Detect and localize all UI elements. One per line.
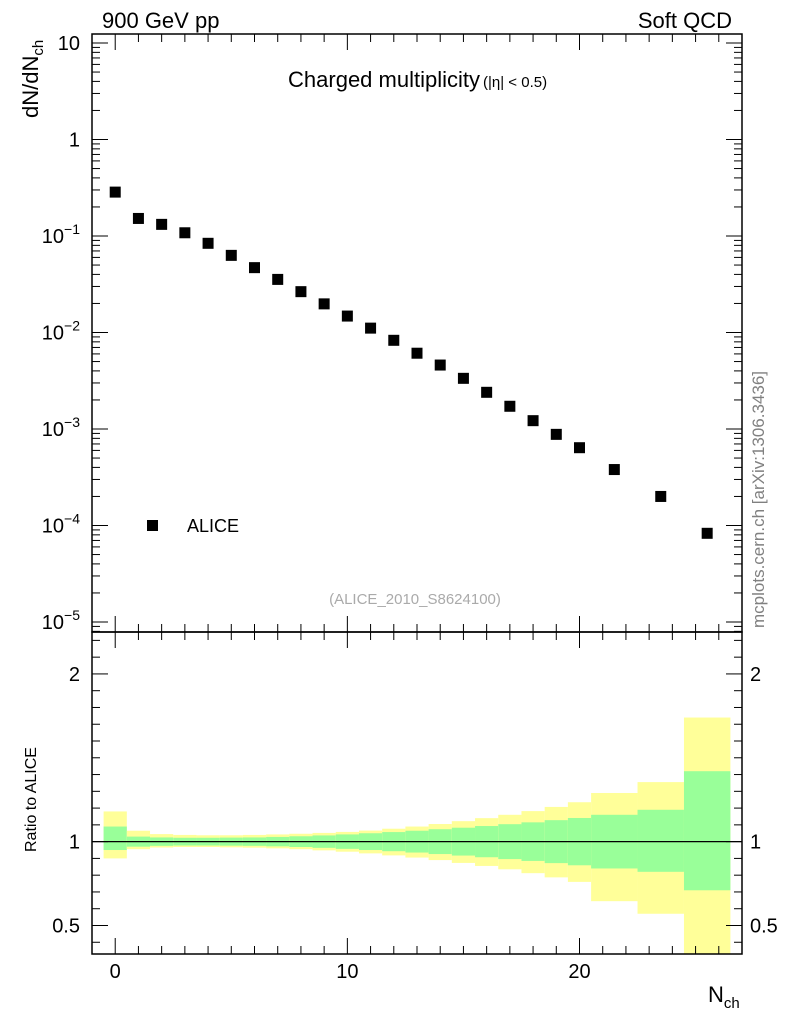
x-tick-labels: 0 10 20 [110,961,591,983]
data-point [225,249,237,261]
data-point [156,218,168,230]
y-tick-label: 10−1 [42,221,80,248]
main-y-axis-label-sub: ch [30,40,47,56]
data-point [481,386,493,398]
y-tick-label-base: 10 [58,33,80,55]
data-point [179,227,191,239]
ratio-y-tick-label-right: 1 [750,832,761,854]
main-y-axis-label-main: dN/dN [18,56,43,118]
data-point [574,442,585,454]
main-y-axis-label: dN/dNch [18,40,47,118]
y-tick-label: 10−4 [42,511,80,538]
x-axis-label-sub: ch [724,995,740,1012]
x-tick-label: 20 [568,961,590,983]
y-tick-label-base: 10 [42,516,64,538]
ratio-y-tick-labels: 0.5 0.5 1 1 2 2 [52,664,778,938]
ratio-y-tick-label-right: 0.5 [750,915,778,937]
watermark: mcplots.cern.ch [arXiv:1306.3436] [749,371,768,628]
x-tick-label: 10 [336,961,358,983]
data-point [202,237,214,249]
data-point [109,186,121,198]
main-ticks [91,34,743,632]
y-tick-label: 10−3 [42,414,80,441]
data-point [132,212,144,224]
data-point [249,262,260,274]
data-point [411,347,423,359]
y-tick-label-exponent: −2 [64,318,80,334]
y-tick-label-base: 10 [42,323,64,345]
stat-uncertainty-band [683,771,731,891]
data-point [504,400,516,412]
ratio-y-tick-label: 2 [69,664,80,686]
y-tick-label: 1 [69,130,80,152]
y-tick-label-exponent: −3 [64,414,80,430]
data-point [655,490,667,502]
data-points [109,186,713,539]
reference-tag: (ALICE_2010_S8624100) [329,591,501,608]
y-tick-label: 10 [58,33,80,55]
ratio-y-tick-label-right: 2 [750,664,761,686]
data-point [434,359,446,371]
data-point [457,372,469,384]
legend-marker [147,520,158,531]
y-tick-label-base: 10 [42,226,64,248]
ratio-bands [103,717,731,954]
y-tick-label-exponent: −1 [64,221,80,237]
y-tick-label: 10−2 [42,318,80,345]
y-tick-label: 10−5 [42,607,80,634]
data-point [272,273,284,285]
x-axis-label-main: N [708,982,724,1007]
y-tick-label-exponent: −5 [64,607,80,623]
header-right: Soft QCD [638,8,732,33]
y-tick-label-base: 10 [42,419,64,441]
x-axis-label: Nch [708,982,740,1012]
stat-uncertainty-band [103,826,127,851]
data-point [365,322,377,334]
data-point [608,464,620,476]
data-point [527,415,539,427]
data-point [701,527,713,539]
legend-label: ALICE [187,516,239,536]
data-point [295,286,307,298]
ratio-plot-frame [91,631,743,955]
chart-title: Charged multiplicity [288,67,480,92]
ratio-y-axis-label: Ratio to ALICE [23,747,40,852]
data-point [341,310,353,322]
y-tick-label-base: 1 [69,130,80,152]
stat-uncertainty-band [637,809,684,872]
ratio-y-tick-label: 1 [69,832,80,854]
y-tick-label-exponent: −4 [64,511,80,527]
chart-title-suffix: (|η| < 0.5) [483,74,547,91]
ratio-y-tick-label: 0.5 [52,915,80,937]
main-plot-frame [91,33,743,633]
x-tick-label: 0 [110,961,121,983]
data-point [550,428,562,440]
data-point [388,334,400,346]
header-left: 900 GeV pp [102,8,219,33]
y-tick-label-base: 10 [42,612,64,634]
data-point [318,298,330,310]
